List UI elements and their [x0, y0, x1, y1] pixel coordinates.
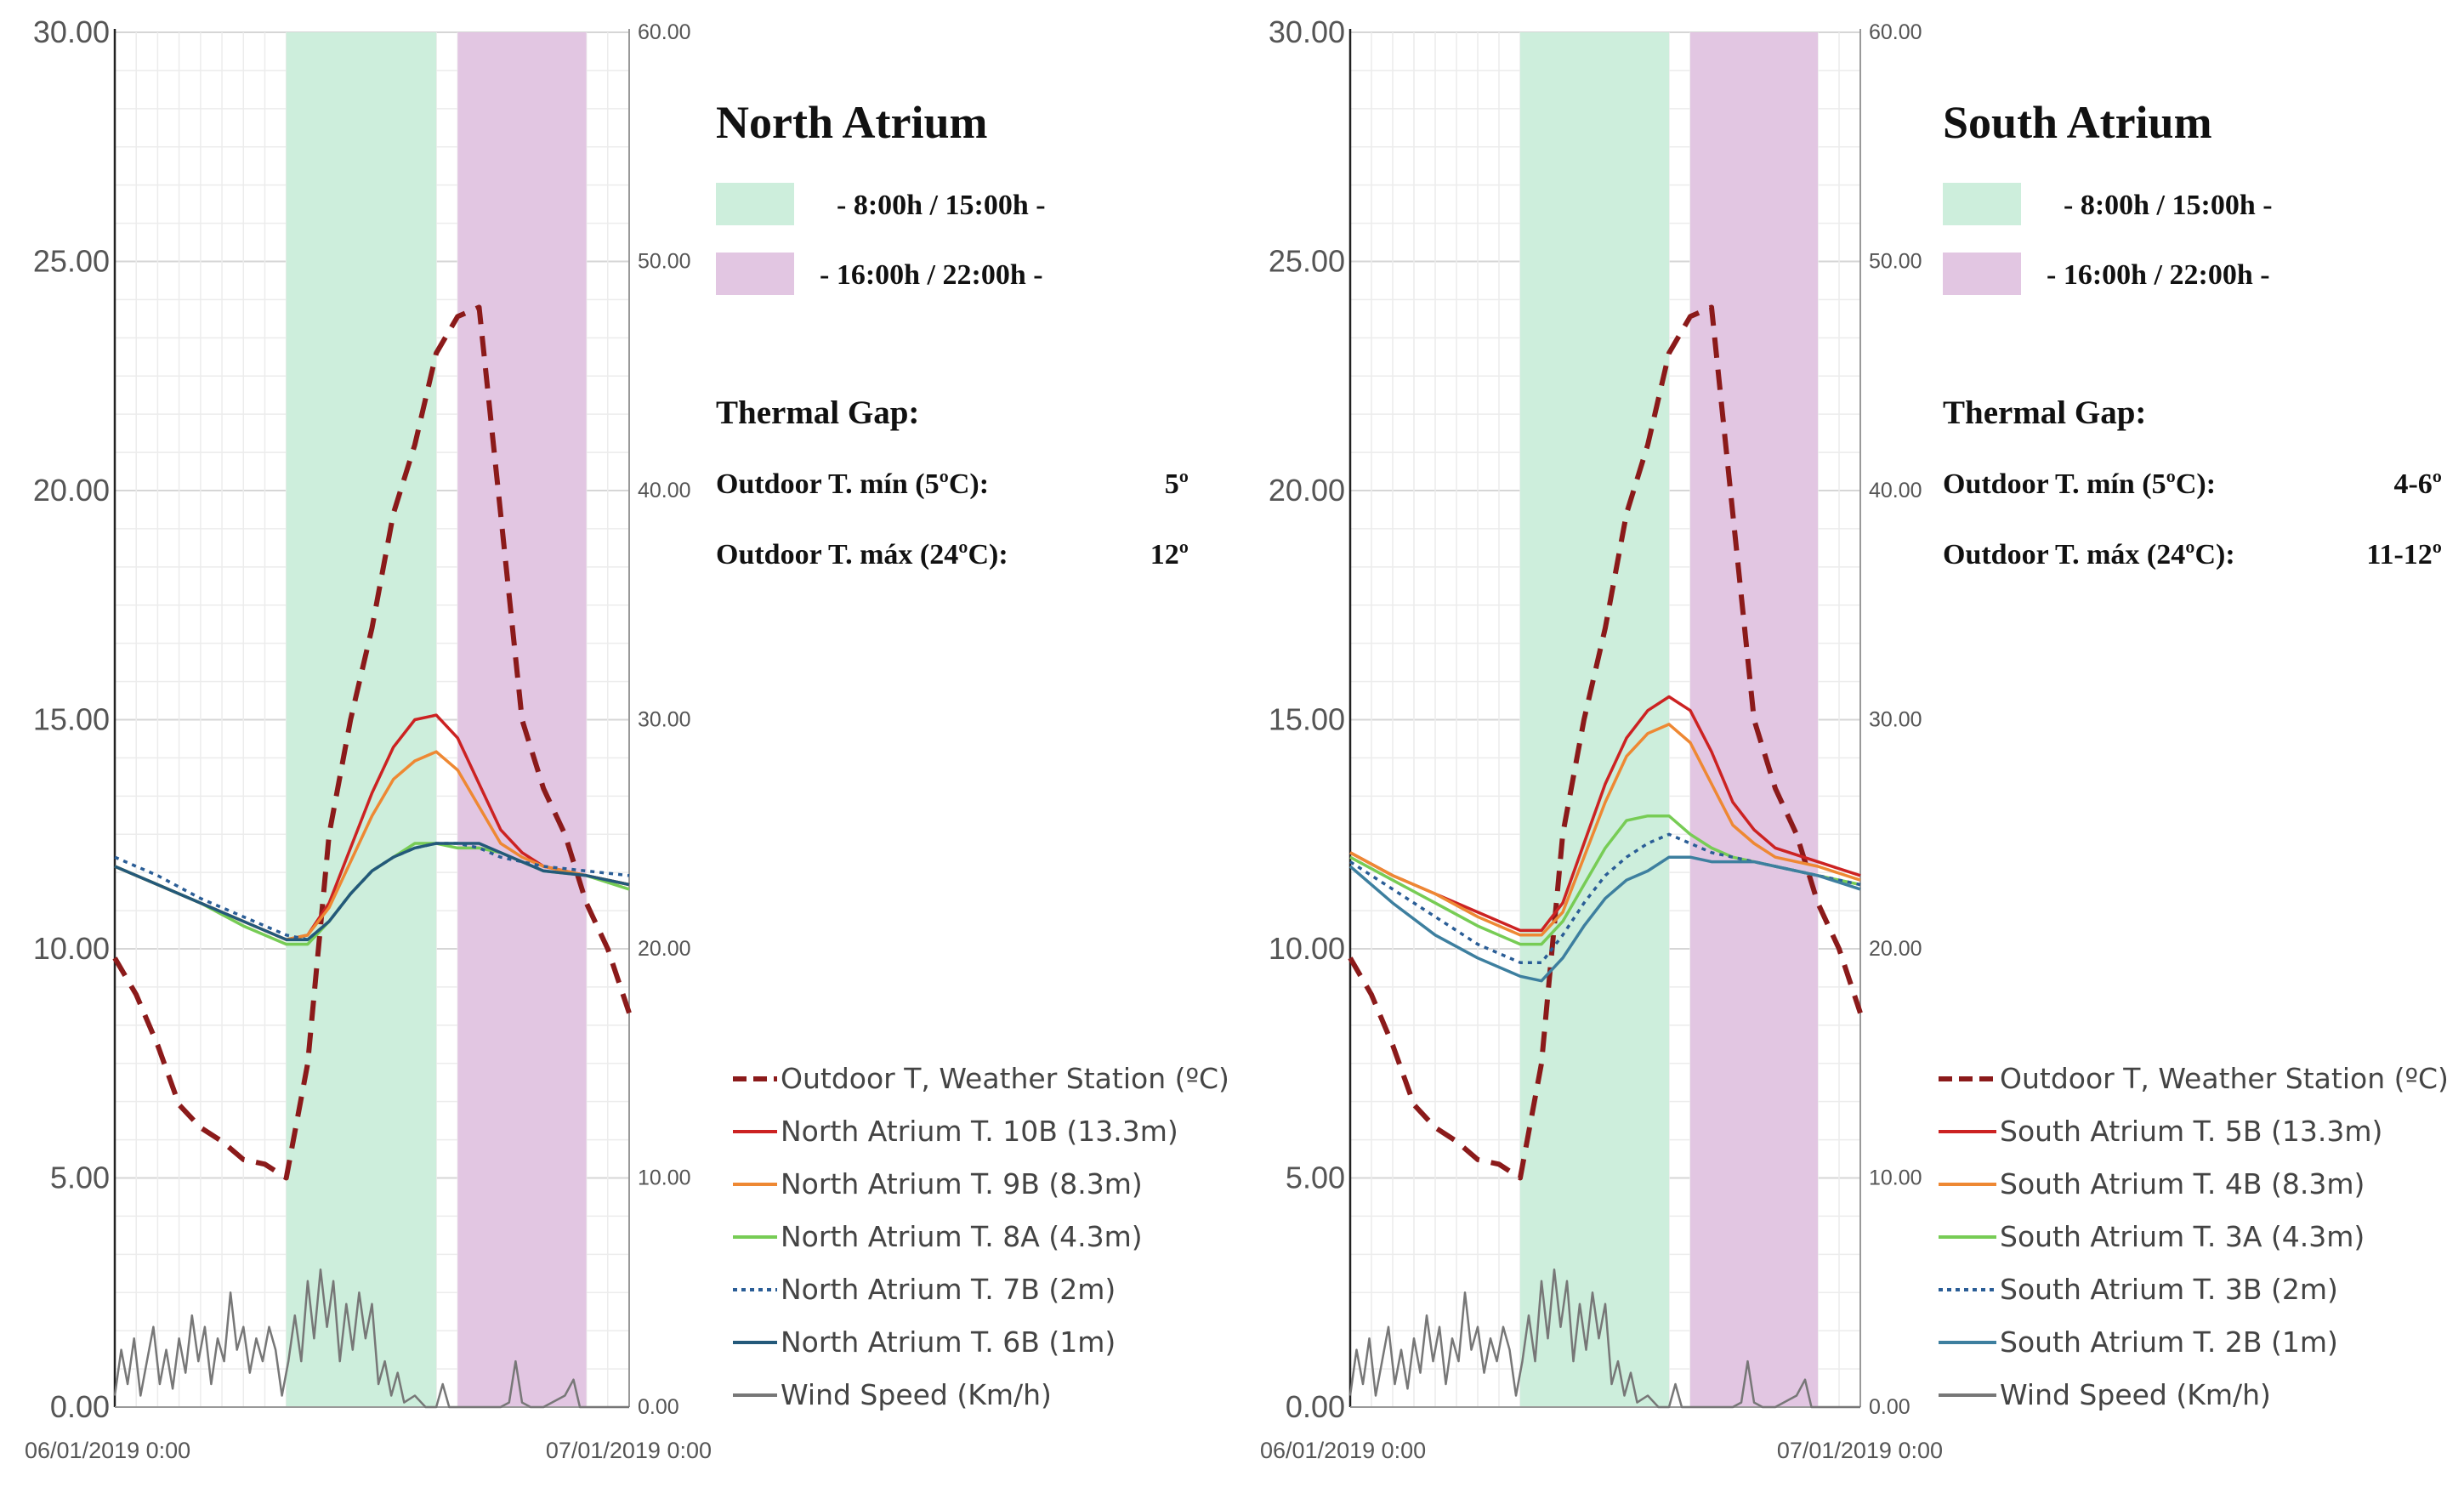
band-legend-label-2: - 16:00h / 22:00h - — [820, 259, 1043, 291]
chart-panel-1: 0.00 5.00 10.00 15.00 20.00 25.00 30.00 0.00 10.… — [25, 14, 1229, 1463]
y-left-tick-label: 15.00 — [1269, 702, 1345, 737]
legend-label-6: South Atrium T. 2B (1m) — [2000, 1325, 2338, 1359]
legend-label-4: North Atrium T. 8A (4.3m) — [781, 1220, 1143, 1253]
legend-label-3: South Atrium T. 4B (8.3m) — [2000, 1167, 2365, 1200]
time-band-1 — [1520, 32, 1669, 1407]
thermal-gap-label: Outdoor T. mín (5ºC): — [716, 468, 989, 500]
thermal-gap-heading: Thermal Gap: — [1943, 394, 2146, 431]
y-left-tick-label: 30.00 — [1269, 14, 1345, 49]
y-right-tick-label: 40.00 — [1869, 479, 1922, 502]
chart-panel-2: 0.00 5.00 10.00 15.00 20.00 25.00 30.00 0.00 10.… — [1260, 14, 2449, 1463]
legend-label-7: Wind Speed (Km/h) — [781, 1378, 1052, 1411]
band-legend-label-1: - 8:00h / 15:00h - — [2064, 190, 2273, 221]
y-right-tick-label: 40.00 — [638, 479, 691, 502]
series-line-1 — [1348, 304, 1863, 1181]
y-right-tick-label: 0.00 — [1869, 1395, 1910, 1419]
y-right-tick-label: 20.00 — [1869, 937, 1922, 961]
y-left-tick-label: 30.00 — [33, 14, 110, 49]
y-left-tick-label: 10.00 — [1269, 931, 1345, 966]
y-right-tick-label: 60.00 — [1869, 20, 1922, 44]
y-right-tick-label: 10.00 — [1869, 1166, 1922, 1190]
band-legend-swatch-1 — [716, 183, 794, 225]
y-left-tick-label: 0.00 — [1286, 1389, 1345, 1424]
y-left-tick-label: 0.00 — [50, 1389, 110, 1424]
thermal-gap-value: 4-6º — [2393, 468, 2442, 500]
series-line-2 — [1349, 695, 1861, 933]
x-tick-label: 06/01/2019 0:00 — [25, 1438, 190, 1463]
y-right-tick-label: 0.00 — [638, 1395, 679, 1419]
series-line-7 — [1348, 1268, 1860, 1409]
y-right-tick-label: 30.00 — [1869, 708, 1922, 732]
series-line-3 — [1349, 723, 1861, 937]
thermal-gap-value: 5º — [1165, 468, 1189, 500]
time-band-1 — [286, 32, 437, 1407]
thermal-gap-label: Outdoor T. mín (5ºC): — [1943, 468, 2216, 500]
legend-label-1: Outdoor T, Weather Station (ºC) — [781, 1062, 1229, 1095]
band-legend-swatch-2 — [716, 253, 794, 295]
legend-label-5: North Atrium T. 7B (2m) — [781, 1273, 1116, 1306]
y-left-tick-label: 20.00 — [1269, 473, 1345, 508]
time-band-2 — [457, 32, 587, 1407]
legend-label-5: South Atrium T. 3B (2m) — [2000, 1273, 2338, 1306]
y-left-tick-label: 25.00 — [33, 244, 110, 279]
y-left-tick-label: 15.00 — [33, 702, 110, 737]
x-tick-label: 06/01/2019 0:00 — [1260, 1438, 1426, 1463]
series-line-6 — [1348, 855, 1861, 983]
band-legend-label-2: - 16:00h / 22:00h - — [2047, 259, 2270, 291]
series-line-7 — [113, 1268, 629, 1409]
y-right-tick-label: 50.00 — [1869, 250, 1922, 274]
legend-label-1: Outdoor T, Weather Station (ºC) — [2000, 1062, 2449, 1095]
y-right-tick-label: 10.00 — [638, 1166, 691, 1190]
y-right-tick-label: 50.00 — [638, 250, 691, 274]
y-right-tick-label: 30.00 — [638, 708, 691, 732]
chart-title: South Atrium — [1943, 97, 2212, 148]
thermal-gap-label: Outdoor T. máx (24ºC): — [1943, 539, 2235, 570]
time-band-2 — [1690, 32, 1818, 1407]
y-left-tick-label: 10.00 — [33, 931, 110, 966]
y-left-tick-label: 5.00 — [50, 1161, 110, 1195]
series-line-5 — [1349, 832, 1861, 964]
band-legend-swatch-2 — [1943, 253, 2021, 295]
chart-title: North Atrium — [716, 97, 987, 148]
series-line-6 — [114, 842, 630, 941]
band-legend-swatch-1 — [1943, 183, 2021, 225]
y-left-tick-label: 20.00 — [33, 473, 110, 508]
legend-label-7: Wind Speed (Km/h) — [2000, 1378, 2271, 1411]
y-left-tick-label: 5.00 — [1286, 1161, 1345, 1195]
legend-label-2: North Atrium T. 10B (13.3m) — [781, 1115, 1178, 1148]
y-right-tick-label: 60.00 — [638, 20, 691, 44]
series-line-1 — [112, 304, 632, 1181]
thermal-gap-heading: Thermal Gap: — [716, 394, 919, 431]
legend-label-6: North Atrium T. 6B (1m) — [781, 1325, 1116, 1359]
legend-label-2: South Atrium T. 5B (13.3m) — [2000, 1115, 2382, 1148]
legend-label-4: South Atrium T. 3A (4.3m) — [2000, 1220, 2365, 1253]
band-legend-label-1: - 8:00h / 15:00h - — [837, 190, 1046, 221]
thermal-gap-label: Outdoor T. máx (24ºC): — [716, 539, 1008, 570]
thermal-gap-value: 11-12º — [2366, 539, 2442, 570]
y-left-tick-label: 25.00 — [1269, 244, 1345, 279]
thermal-gap-value: 12º — [1150, 539, 1189, 570]
legend-label-3: North Atrium T. 9B (8.3m) — [781, 1167, 1143, 1200]
x-tick-label: 07/01/2019 0:00 — [546, 1438, 712, 1463]
y-right-tick-label: 20.00 — [638, 937, 691, 961]
x-tick-label: 07/01/2019 0:00 — [1777, 1438, 1943, 1463]
